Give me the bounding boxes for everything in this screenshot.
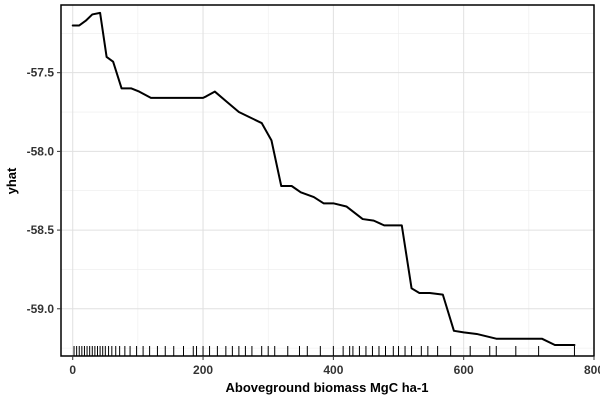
y-tick-label: -59.0 xyxy=(27,302,55,316)
x-tick-label: 600 xyxy=(454,363,474,377)
x-tick-label: 200 xyxy=(193,363,213,377)
rug xyxy=(73,346,575,356)
x-tick-label: 400 xyxy=(323,363,343,377)
x-axis: 0 200 400 600 800 xyxy=(69,356,600,377)
y-axis: -57.5 -58.0 -58.5 -59.0 xyxy=(27,66,61,316)
x-axis-title: Aboveground biomass MgC ha-1 xyxy=(226,380,429,395)
x-tick-label: 0 xyxy=(69,363,76,377)
y-tick-label: -57.5 xyxy=(27,66,55,80)
y-tick-label: -58.5 xyxy=(27,223,55,237)
x-tick-label: 800 xyxy=(584,363,600,377)
plot-border xyxy=(60,4,595,357)
y-tick-label: -58.0 xyxy=(27,144,55,158)
series-line xyxy=(71,11,576,346)
y-axis-title: yhat xyxy=(4,167,19,194)
grid xyxy=(61,5,594,356)
